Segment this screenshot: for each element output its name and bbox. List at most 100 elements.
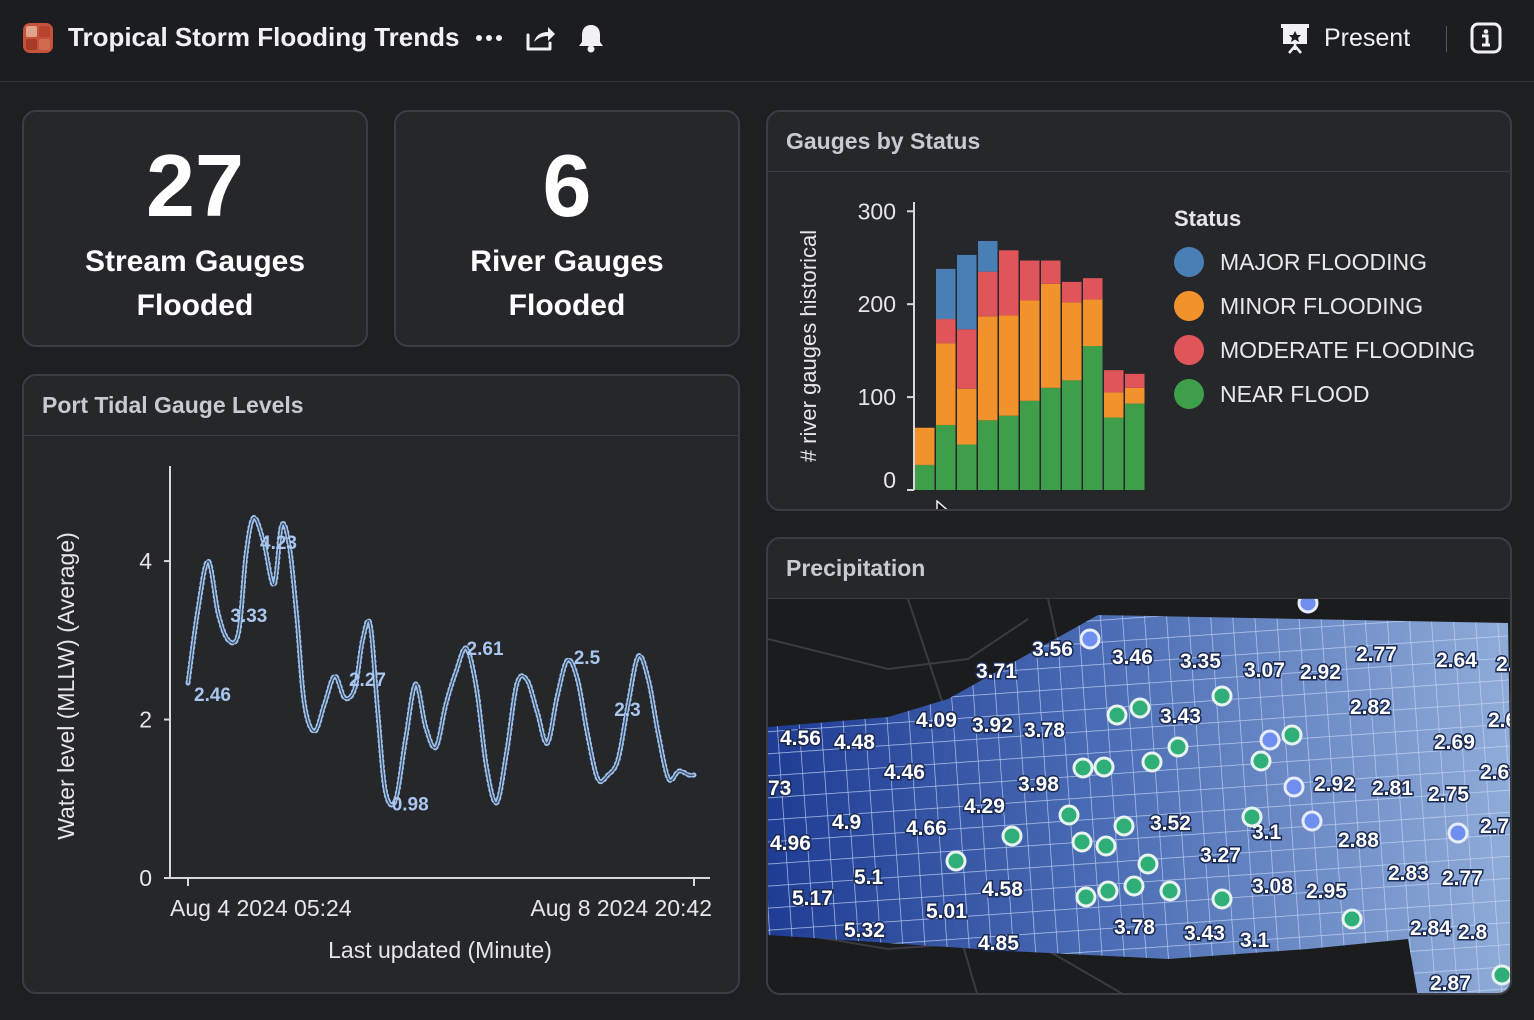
bar-segment[interactable] <box>957 329 977 389</box>
gauge-marker-green[interactable] <box>1159 880 1181 902</box>
gauge-marker-green[interactable] <box>1491 964 1511 986</box>
bar-segment[interactable] <box>999 250 1019 316</box>
gauge-marker-green[interactable] <box>1211 685 1233 707</box>
gauge-marker-blue[interactable] <box>1297 599 1319 614</box>
kpi-card-river-gauges[interactable]: 6 River Gauges Flooded <box>394 110 740 347</box>
bar-segment[interactable] <box>1062 380 1082 490</box>
gauge-marker-green[interactable] <box>1250 750 1272 772</box>
bar-segment[interactable] <box>936 268 956 320</box>
bar-segment[interactable] <box>978 420 998 490</box>
bar-segment[interactable] <box>1020 400 1040 490</box>
gauge-marker-green[interactable] <box>1123 875 1145 897</box>
status-bar-chart[interactable]: 0 100 200 300 # river gauges historical <box>768 172 1168 511</box>
precip-value-label: 2.88 <box>1338 829 1379 852</box>
bar-segment[interactable] <box>936 424 956 490</box>
gauge-marker-blue[interactable] <box>1301 810 1323 832</box>
bar-segment[interactable] <box>1041 260 1061 284</box>
gauge-marker-blue[interactable] <box>1079 628 1101 650</box>
bar-segment[interactable] <box>936 343 956 425</box>
y-tick-label: 0 <box>139 865 152 891</box>
gauge-marker-green[interactable] <box>1141 751 1163 773</box>
bar-segment[interactable] <box>957 254 977 330</box>
tidal-line-chart[interactable]: 0 2 4 Aug 4 2024 05:24 Aug 8 2024 20:42 Last … <box>24 436 740 994</box>
gauge-marker-green[interactable] <box>1113 815 1135 837</box>
bell-icon[interactable] <box>574 20 608 56</box>
bar-segment[interactable] <box>999 315 1019 416</box>
legend-swatch <box>1174 335 1204 365</box>
gauge-marker-blue[interactable] <box>1283 776 1305 798</box>
bar-segment[interactable] <box>1083 346 1103 490</box>
gauge-marker-green[interactable] <box>1211 888 1233 910</box>
info-icon[interactable] <box>1468 20 1504 56</box>
bar-segment[interactable] <box>1020 260 1040 301</box>
gauge-marker-green[interactable] <box>1241 806 1263 828</box>
bar-segment[interactable] <box>915 464 935 490</box>
bar-segment[interactable] <box>1125 387 1145 404</box>
bar-segment[interactable] <box>936 319 956 344</box>
y-axis-title: # river gauges historical <box>796 230 821 462</box>
gauge-marker-green[interactable] <box>1072 757 1094 779</box>
more-horizontal-icon[interactable] <box>472 20 506 56</box>
bar-segment[interactable] <box>1083 299 1103 346</box>
bar-segment[interactable] <box>957 444 977 490</box>
precip-value-label: 3.08 <box>1252 875 1293 898</box>
bar-segment[interactable] <box>1062 302 1082 381</box>
bar-segment[interactable] <box>1062 281 1082 303</box>
precip-value-label: 73 <box>768 777 791 800</box>
data-label: 2.5 <box>574 648 601 669</box>
bar-segment[interactable] <box>1104 370 1124 393</box>
legend-item-major[interactable]: MAJOR FLOODING <box>1174 240 1475 284</box>
gauge-marker-blue[interactable] <box>1447 822 1469 844</box>
gauge-marker-green[interactable] <box>1001 825 1023 847</box>
gauge-marker-green[interactable] <box>1058 804 1080 826</box>
legend-item-near[interactable]: NEAR FLOOD <box>1174 372 1475 416</box>
gauge-marker-green[interactable] <box>1129 697 1151 719</box>
bar-segment[interactable] <box>1083 278 1103 300</box>
gauge-marker-green[interactable] <box>1097 880 1119 902</box>
series-line[interactable] <box>185 514 697 808</box>
kpi-card-stream-gauges[interactable]: 27 Stream Gauges Flooded <box>22 110 368 347</box>
gauge-marker-green[interactable] <box>1075 886 1097 908</box>
gauge-marker-green[interactable] <box>1167 736 1189 758</box>
precip-value-label: 3.98 <box>1018 773 1059 796</box>
bar-segment[interactable] <box>1020 300 1040 401</box>
gauge-marker-green[interactable] <box>1095 835 1117 857</box>
bar-segment[interactable] <box>978 271 998 317</box>
gauge-marker-green[interactable] <box>1093 756 1115 778</box>
gauge-marker-green[interactable] <box>1341 908 1363 930</box>
bar-segment[interactable] <box>1104 417 1124 490</box>
bar-segment[interactable] <box>1041 387 1061 490</box>
presentation-icon <box>1281 24 1309 54</box>
legend-item-minor[interactable]: MINOR FLOODING <box>1174 284 1475 328</box>
bar-segment[interactable] <box>1104 392 1124 418</box>
precip-value-label: 3.1 <box>1240 929 1270 952</box>
bar-segment[interactable] <box>978 241 998 272</box>
bar-segment[interactable] <box>978 316 998 421</box>
gauge-marker-green[interactable] <box>1071 831 1093 853</box>
precip-value-label: 5.17 <box>792 887 833 910</box>
precipitation-map[interactable]: 3.56 3.46 3.35 3.07 2.92 2.77 2.64 2.5 3.71 2.82 4… <box>768 599 1512 995</box>
bar-segment[interactable] <box>999 415 1019 490</box>
precip-value-label: 2.7 <box>1480 815 1509 838</box>
precip-value-label: 3.52 <box>1150 812 1191 835</box>
precip-value-label: 2.87 <box>1430 972 1471 995</box>
share-icon[interactable] <box>522 20 558 56</box>
bar-segment[interactable] <box>1041 283 1061 388</box>
gauge-marker-blue[interactable] <box>1259 729 1281 751</box>
bar-segment[interactable] <box>1125 403 1145 490</box>
bar-segment[interactable] <box>1125 373 1145 388</box>
card-title: Gauges by Status <box>786 128 981 154</box>
gauge-marker-green[interactable] <box>1106 704 1128 726</box>
data-label: 2.27 <box>349 670 386 691</box>
gauge-marker-green[interactable] <box>945 850 967 872</box>
bar-segment[interactable] <box>957 388 977 445</box>
bar-segment[interactable] <box>915 427 935 465</box>
legend-item-moderate[interactable]: MODERATE FLOODING <box>1174 328 1475 372</box>
present-button[interactable]: Present <box>1280 20 1410 56</box>
precip-value-label: 4.66 <box>906 817 947 840</box>
gauge-marker-green[interactable] <box>1281 724 1303 746</box>
gauge-marker-green[interactable] <box>1137 853 1159 875</box>
precip-value-label: 2.64 <box>1436 649 1477 672</box>
y-axis-title: Water level (MLLW) (Average) <box>53 532 79 840</box>
kpi-label-line: Stream Gauges <box>84 245 306 278</box>
